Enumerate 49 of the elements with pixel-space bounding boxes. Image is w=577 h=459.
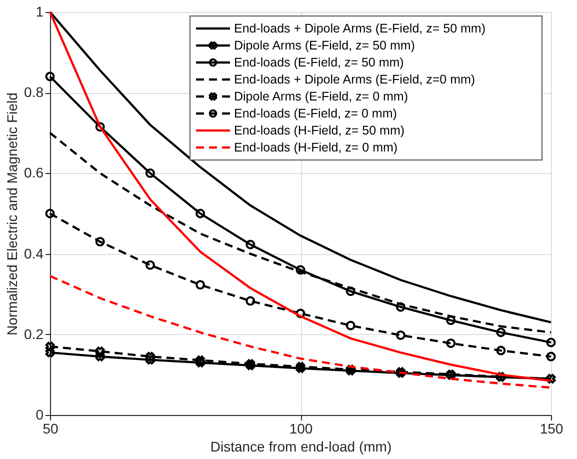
point bbox=[196, 280, 206, 290]
line-series bbox=[48, 10, 552, 324]
y-tick-label: 0.6 bbox=[24, 164, 44, 181]
legend-label: End-loads (E-Field, z= 0 mm) bbox=[234, 106, 397, 120]
legend-label: End-loads + Dipole Arms (E-Field, z= 50 mm) bbox=[234, 22, 486, 36]
y-tick-label: 0.8 bbox=[24, 84, 44, 100]
point bbox=[196, 208, 206, 218]
point bbox=[145, 168, 155, 178]
y-tick-label: 0.4 bbox=[24, 245, 44, 262]
point bbox=[396, 330, 406, 340]
point bbox=[45, 348, 55, 358]
point bbox=[346, 286, 356, 296]
point bbox=[45, 342, 55, 352]
point bbox=[95, 237, 105, 246]
y-tick-label: 1 bbox=[36, 4, 44, 20]
x-tick-label: 150 bbox=[540, 420, 564, 436]
x-axis-title: Distance from end-load (mm) bbox=[210, 438, 392, 454]
point bbox=[45, 72, 55, 82]
point bbox=[196, 358, 205, 368]
y-tick-label: 0.2 bbox=[24, 326, 44, 342]
point bbox=[95, 352, 105, 362]
legend-label: End-loads + Dipole Arms (E-Field, z=0 mm) bbox=[234, 72, 476, 86]
x-tick-label: 100 bbox=[289, 420, 313, 436]
point bbox=[296, 308, 306, 318]
point bbox=[145, 260, 155, 270]
legend-label: End-loads (E-Field, z= 50 mm) bbox=[234, 56, 404, 70]
point bbox=[246, 296, 256, 306]
legend-label: Dipole Arms (E-Field, z= 50 mm) bbox=[234, 38, 415, 52]
point bbox=[196, 356, 205, 365]
point bbox=[146, 355, 155, 364]
y-axis-title: Normalized Electric and Magnetic Field bbox=[4, 92, 20, 336]
point bbox=[546, 338, 556, 348]
point bbox=[446, 316, 456, 325]
x-tick-label: 50 bbox=[42, 420, 58, 436]
point bbox=[496, 328, 506, 338]
point bbox=[296, 265, 306, 275]
legend-label: End-loads (H-Field, z= 0 mm) bbox=[234, 140, 398, 154]
y-tick-label: 0 bbox=[36, 406, 44, 422]
legend-label: End-loads (H-Field, z= 50 mm) bbox=[234, 124, 405, 138]
point bbox=[246, 240, 256, 250]
point bbox=[446, 338, 456, 348]
point bbox=[496, 346, 506, 356]
point bbox=[396, 302, 406, 312]
line-series bbox=[48, 274, 552, 389]
point bbox=[95, 346, 105, 356]
legend-label: Dipole Arms (E-Field, z= 0 mm) bbox=[234, 90, 408, 104]
point bbox=[146, 352, 155, 362]
point bbox=[95, 122, 105, 132]
point bbox=[346, 320, 356, 330]
